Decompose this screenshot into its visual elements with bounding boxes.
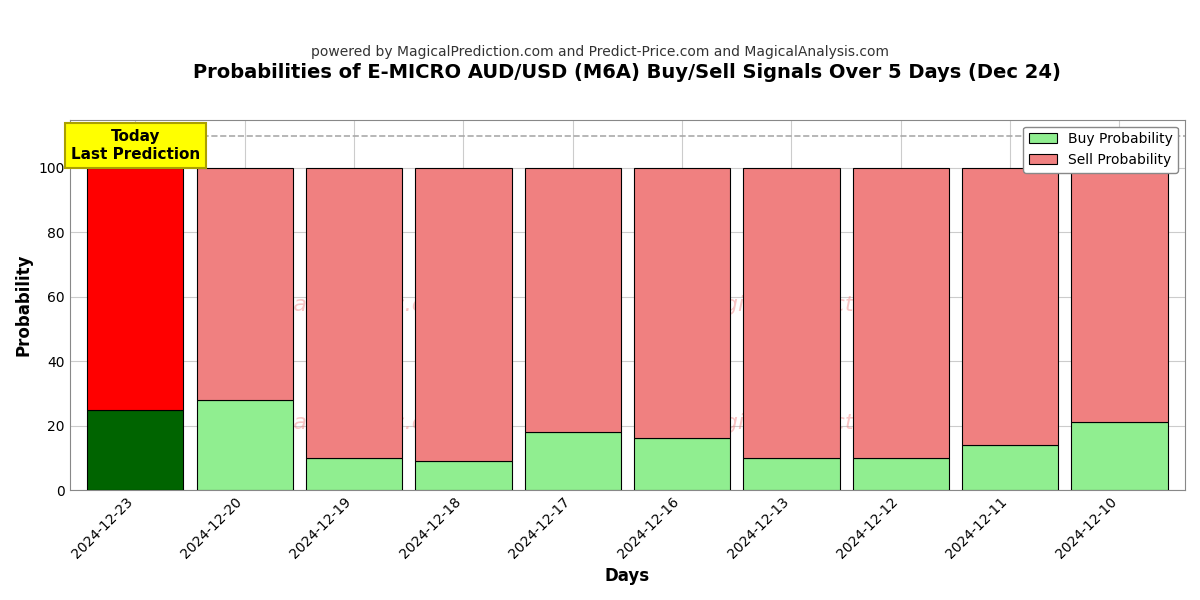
Bar	[962, 445, 1058, 490]
Bar	[853, 168, 949, 458]
Title: Probabilities of E-MICRO AUD/USD (M6A) Buy/Sell Signals Over 5 Days (Dec 24): Probabilities of E-MICRO AUD/USD (M6A) B…	[193, 63, 1061, 82]
Bar	[415, 461, 511, 490]
Bar	[743, 168, 840, 458]
Bar	[306, 168, 402, 458]
Bar	[415, 168, 511, 461]
Bar	[197, 168, 293, 400]
X-axis label: Days: Days	[605, 567, 650, 585]
Text: Today
Last Prediction: Today Last Prediction	[71, 129, 200, 161]
Text: calAnalysis.com: calAnalysis.com	[282, 413, 460, 433]
Text: calAnalysis.com: calAnalysis.com	[282, 295, 460, 315]
Bar	[524, 432, 620, 490]
Bar	[88, 410, 184, 490]
Bar	[743, 458, 840, 490]
Bar	[634, 168, 730, 439]
Bar	[524, 168, 620, 432]
Bar	[306, 458, 402, 490]
Legend: Buy Probability, Sell Probability: Buy Probability, Sell Probability	[1024, 127, 1178, 173]
Bar	[853, 458, 949, 490]
Text: powered by MagicalPrediction.com and Predict-Price.com and MagicalAnalysis.com: powered by MagicalPrediction.com and Pre…	[311, 45, 889, 59]
Bar	[88, 168, 184, 410]
Text: MagicalPrediction.com: MagicalPrediction.com	[691, 295, 942, 315]
Bar	[634, 439, 730, 490]
Bar	[1072, 168, 1168, 422]
Text: MagicalPrediction.com: MagicalPrediction.com	[691, 413, 942, 433]
Bar	[1072, 422, 1168, 490]
Y-axis label: Probability: Probability	[14, 254, 34, 356]
Bar	[197, 400, 293, 490]
Bar	[962, 168, 1058, 445]
